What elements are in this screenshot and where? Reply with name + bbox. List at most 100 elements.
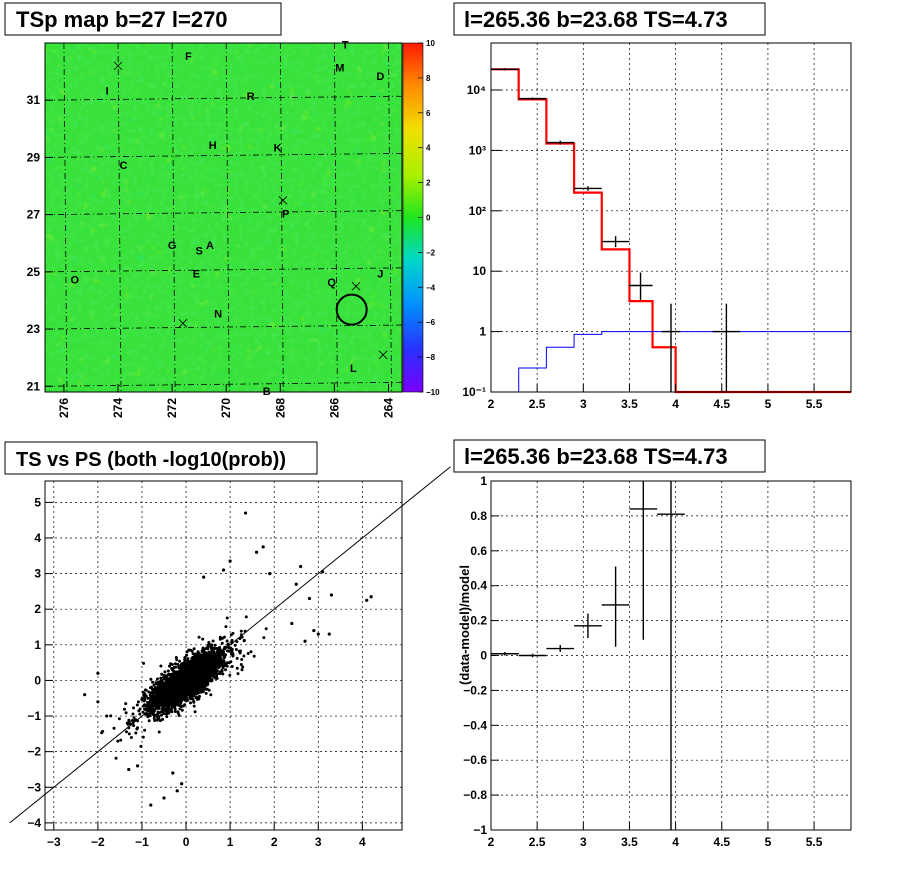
map-x-axis: 276 274 272 270 268 266 264	[57, 384, 395, 418]
scatter-point	[159, 679, 163, 683]
scatter-y-tick-label: 5	[34, 495, 41, 509]
scatter-point	[137, 709, 141, 713]
scatter-point	[217, 656, 221, 660]
map-meridian	[117, 42, 122, 393]
scatter-point	[212, 669, 216, 673]
scatter-point	[199, 674, 203, 678]
scatter-x-tick-label: 4	[359, 835, 366, 849]
scatter-point	[228, 673, 232, 677]
map-image	[45, 43, 402, 392]
scatter-point	[190, 649, 194, 653]
scatter-point	[225, 639, 229, 643]
scatter-point	[171, 771, 175, 775]
map-source-label: I	[106, 85, 109, 97]
scatter-y-tick-label: 2	[34, 602, 41, 616]
scatter-point	[173, 710, 177, 713]
residual-y-tick-label: −0.2	[463, 683, 487, 697]
scatter-point	[183, 656, 187, 659]
scatter-point	[224, 668, 227, 672]
scatter-point	[160, 713, 163, 717]
scatter-point	[189, 697, 193, 701]
scatter-point	[206, 663, 210, 667]
scatter-point	[179, 701, 183, 705]
residual-title-box	[453, 439, 766, 473]
scatter-point	[83, 693, 87, 697]
scatter-point	[180, 708, 184, 712]
colorbar-tick-label: −2	[426, 248, 436, 257]
scatter-y-tick-label: 4	[34, 531, 41, 545]
scatter-point	[202, 575, 206, 579]
map-parallel	[44, 324, 403, 330]
scatter-point	[169, 708, 173, 712]
scatter-point	[132, 716, 136, 720]
spectrum-x-tick-label: 4	[672, 397, 679, 411]
spectrum-axes: 2 2.5 3 3.5 4 4.5 5 5.5 10⁻¹ 1 10 10² 10³ 10⁴	[462, 83, 822, 411]
scatter-point	[163, 670, 167, 674]
scatter-point	[162, 677, 166, 681]
scatter-point	[147, 690, 151, 694]
scatter-point	[229, 660, 233, 664]
scatter-point	[175, 692, 179, 696]
scatter-point	[235, 666, 239, 670]
scatter-point	[167, 688, 171, 691]
scatter-point	[228, 559, 232, 563]
map-source-label: C	[119, 160, 127, 172]
scatter-point	[239, 629, 243, 633]
scatter-point	[218, 635, 222, 639]
scatter-y-tick-label: 1	[34, 638, 41, 652]
colorbar-tick-label: −10	[426, 388, 440, 397]
scatter-point	[144, 694, 148, 698]
scatter-point	[177, 695, 181, 699]
spectrum-x-tick-label: 4.5	[713, 397, 730, 411]
scatter-point	[170, 685, 174, 689]
scatter-point	[194, 685, 197, 689]
scatter-point	[223, 654, 227, 658]
residual-y-tick-label: −0.4	[463, 718, 487, 732]
scatter-point	[155, 677, 159, 681]
scatter-point	[240, 668, 244, 672]
scatter-point	[180, 689, 184, 693]
scatter-point	[218, 637, 222, 641]
scatter-point	[155, 682, 159, 686]
scatter-point	[222, 635, 226, 639]
scatter-point	[175, 658, 179, 662]
scatter-point	[149, 710, 153, 714]
map-cross-marker	[278, 196, 288, 205]
scatter-point	[112, 726, 116, 730]
colorbar-tick-label: −6	[426, 318, 436, 327]
scatter-point	[135, 764, 140, 768]
map-x-tick-label: 268	[273, 398, 287, 418]
scatter-point	[177, 698, 181, 702]
scatter-x-tick-label: −3	[47, 835, 61, 849]
scatter-point	[101, 729, 105, 733]
map-source-label: D	[376, 71, 384, 83]
scatter-point	[177, 665, 181, 669]
panel-scatter: TS vs PS (both -log10(prob)) −3 −2 −1 0 1 2 3 4…	[4, 441, 451, 849]
scatter-point	[187, 648, 191, 652]
map-source-label: S	[195, 246, 202, 258]
map-source-label: M	[335, 63, 344, 75]
scatter-point	[230, 638, 234, 642]
scatter-point	[170, 667, 174, 670]
scatter-y-tick-label: −1	[27, 709, 41, 723]
scatter-point	[143, 703, 147, 707]
scatter-point	[205, 677, 209, 681]
scatter-point	[181, 673, 185, 677]
residual-x-tick-label: 3	[580, 835, 587, 849]
residual-x-tick-label: 4.5	[713, 835, 730, 849]
scatter-point	[226, 649, 229, 653]
map-source-label: H	[209, 140, 217, 152]
scatter-point	[238, 651, 242, 655]
spectrum-x-tick-label: 5	[765, 397, 772, 411]
map-meridian	[388, 42, 392, 393]
scatter-point	[196, 684, 200, 688]
scatter-point	[170, 694, 174, 698]
residual-y-tick-label: −0.6	[463, 753, 487, 767]
scatter-point	[185, 659, 189, 662]
scatter-point	[162, 796, 166, 800]
map-meridian	[171, 42, 176, 393]
scatter-point	[157, 706, 161, 710]
scatter-point	[172, 674, 176, 678]
scatter-point	[139, 744, 143, 748]
scatter-point	[184, 673, 188, 677]
